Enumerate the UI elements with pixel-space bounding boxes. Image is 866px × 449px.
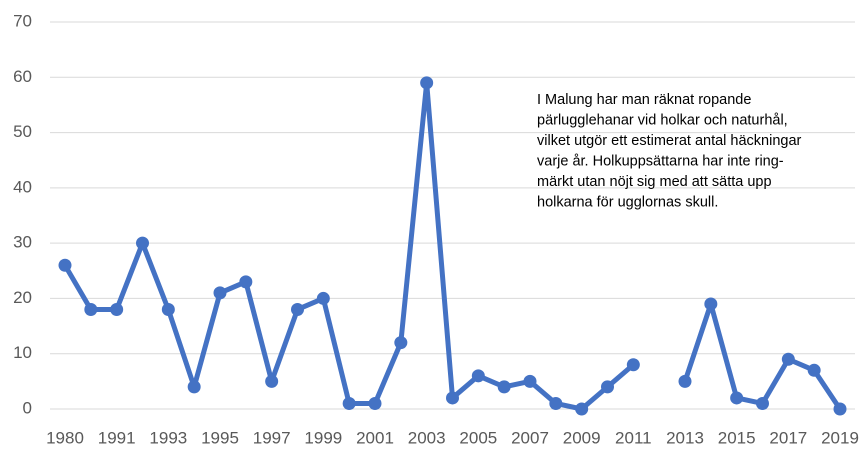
data-point	[394, 336, 408, 350]
annotation-line: vilket utgör ett estimerat antal häcknin…	[537, 133, 802, 149]
x-tick-label: 2019	[821, 428, 859, 447]
data-point	[626, 358, 640, 372]
data-point	[446, 391, 459, 405]
data-point	[575, 402, 589, 416]
y-tick-label: 0	[23, 398, 32, 417]
data-point	[161, 302, 175, 316]
data-point	[213, 286, 227, 300]
data-point	[756, 396, 769, 410]
x-tick-label: 1999	[304, 428, 342, 447]
data-point	[316, 291, 330, 305]
x-tick-label: 2015	[718, 428, 756, 447]
data-point	[807, 363, 821, 377]
x-tick-label: 1995	[201, 428, 239, 447]
x-tick-label: 2011	[615, 428, 652, 447]
data-point	[136, 236, 149, 250]
x-tick-label: 2013	[666, 428, 704, 447]
data-point	[84, 302, 98, 316]
data-point	[833, 402, 847, 416]
data-point	[497, 380, 511, 394]
y-tick-label: 30	[13, 233, 32, 252]
annotation-line: varje år. Holkuppsättarna har inte ring-	[537, 154, 784, 170]
y-tick-label: 40	[13, 177, 32, 196]
data-point	[678, 374, 692, 388]
y-tick-label: 50	[13, 122, 32, 141]
data-point	[549, 396, 563, 410]
data-point	[471, 369, 485, 383]
data-point	[110, 302, 124, 316]
data-point	[523, 374, 537, 388]
y-tick-label: 60	[13, 67, 32, 86]
x-tick-label: 1991	[98, 428, 136, 447]
x-tick-label: 1980	[46, 428, 84, 447]
x-tick-label: 2017	[769, 428, 807, 447]
data-point	[601, 380, 614, 394]
data-point	[781, 352, 795, 366]
x-tick-label: 1997	[253, 428, 291, 447]
data-point	[730, 391, 744, 405]
data-point	[704, 297, 718, 311]
x-tick-label: 2009	[563, 428, 601, 447]
x-tick-label: 2007	[511, 428, 549, 447]
annotation-line: märkt utan nöjt sig med att sätta upp	[537, 174, 772, 190]
data-point	[291, 302, 304, 316]
data-point	[342, 396, 356, 410]
annotation-line: I Malung har man räknat ropande	[537, 92, 751, 108]
data-point	[368, 396, 382, 410]
data-point	[420, 76, 434, 90]
x-tick-label: 1993	[149, 428, 187, 447]
annotation-line: holkarna för ugglornas skull.	[537, 195, 718, 211]
x-tick-label: 2003	[408, 428, 446, 447]
data-point	[58, 258, 72, 272]
y-tick-label: 20	[13, 288, 32, 307]
x-tick-label: 2001	[356, 428, 394, 447]
y-tick-label: 10	[13, 343, 32, 362]
data-point	[265, 374, 279, 388]
data-point	[239, 275, 253, 289]
x-tick-label: 2005	[459, 428, 497, 447]
data-line	[62, 80, 843, 412]
annotation-line: pärlugglehanar vid holkar och naturhål,	[537, 113, 788, 129]
y-tick-label: 70	[13, 11, 32, 30]
data-point	[187, 380, 201, 394]
